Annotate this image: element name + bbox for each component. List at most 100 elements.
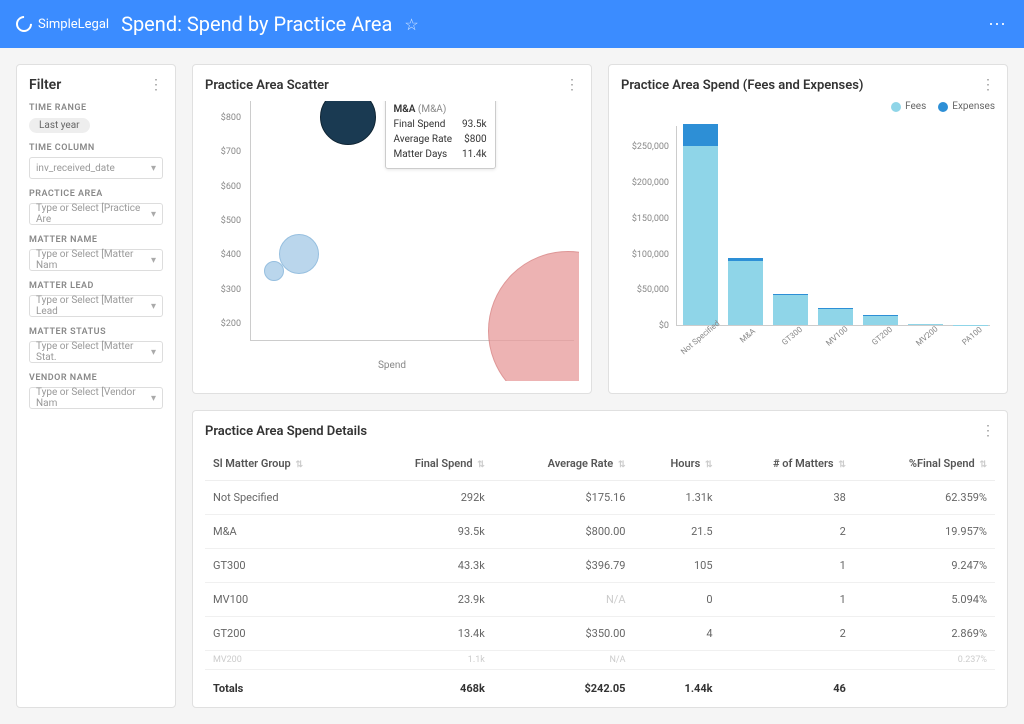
filter-menu-icon[interactable]: ⋮ — [149, 77, 163, 93]
scatter-bubble[interactable] — [264, 261, 284, 281]
totals-cell: 468k — [364, 670, 493, 708]
bar-column[interactable]: GT200 — [861, 126, 900, 325]
bar-x-label: GT300 — [780, 325, 804, 347]
scatter-bubble[interactable] — [320, 101, 376, 145]
brand-logo[interactable]: SimpleLegal — [16, 16, 109, 32]
barchart-area[interactable]: $0$50,000$100,000$150,000$200,000$250,00… — [621, 116, 995, 366]
time-column-select[interactable]: inv_received_date — [29, 157, 163, 179]
scatter-menu-icon[interactable]: ⋮ — [565, 77, 579, 93]
bar-column[interactable]: MV200 — [906, 126, 945, 325]
scatter-ytick: $700 — [221, 147, 241, 157]
table-col-header[interactable]: Sl Matter Group ⇅ — [205, 447, 364, 481]
sort-icon[interactable]: ⇅ — [295, 460, 303, 470]
legend-item[interactable]: Expenses — [938, 101, 995, 112]
app-header: SimpleLegal Spend: Spend by Practice Are… — [0, 0, 1024, 48]
bar-column[interactable]: M&A — [726, 126, 765, 325]
legend-item[interactable]: Fees — [891, 101, 926, 112]
barchart-plot-area: Not SpecifiedM&AGT300MV100GT200MV200PA10… — [676, 126, 990, 326]
scatter-card: Practice Area Scatter ⋮ Average Rate $20… — [192, 64, 592, 394]
sort-icon[interactable]: ⇅ — [618, 460, 626, 470]
table-header: Practice Area Spend Details ⋮ — [205, 423, 995, 439]
totals-cell: 1.44k — [634, 670, 721, 708]
barchart-y-axis: $0$50,000$100,000$150,000$200,000$250,00… — [621, 126, 673, 326]
table-col-header[interactable]: Hours ⇅ — [634, 447, 721, 481]
table-row[interactable]: GT20013.4k$350.00422.869% — [205, 617, 995, 651]
table-cell: 2 — [721, 515, 854, 549]
table-cell: $800.00 — [493, 515, 634, 549]
table-cell: Not Specified — [205, 481, 364, 515]
bar-column[interactable]: MV100 — [816, 126, 855, 325]
totals-cell: Totals — [205, 670, 364, 708]
filter-header: Filter ⋮ — [29, 77, 163, 93]
time-range-label: TIME RANGE — [29, 103, 163, 113]
table-row[interactable]: M&A93.5k$800.0021.5219.957% — [205, 515, 995, 549]
bar-column[interactable]: GT300 — [771, 126, 810, 325]
table-cell: 5.094% — [854, 583, 995, 617]
scatter-tooltip: M&A (M&A)Final Spend93.5kAverage Rate$80… — [385, 101, 496, 169]
bar-segment-fees — [863, 316, 898, 325]
barchart-card: Practice Area Spend (Fees and Expenses) … — [608, 64, 1008, 394]
bar-ytick: $200,000 — [632, 178, 669, 188]
barchart-menu-icon[interactable]: ⋮ — [981, 77, 995, 93]
legend-swatch-icon — [938, 102, 948, 112]
filter-panel: Filter ⋮ TIME RANGE Last year TIME COLUM… — [16, 64, 176, 708]
sort-icon[interactable]: ⇅ — [705, 460, 713, 470]
bar-ytick: $0 — [659, 321, 669, 331]
table-body: Not Specified292k$175.161.31k3862.359%M&… — [205, 481, 995, 670]
filter-select-2[interactable]: Type or Select [Matter Lead — [29, 295, 163, 317]
table-row[interactable]: GT30043.3k$396.7910519.247% — [205, 549, 995, 583]
scatter-chart[interactable]: Average Rate $200$300$400$500$600$700$80… — [205, 101, 579, 381]
table-cell: 62.359% — [854, 481, 995, 515]
bar-segment-fees — [683, 146, 718, 325]
bar-segment-fees — [818, 309, 853, 325]
filter-select-1[interactable]: Type or Select [Matter Nam — [29, 249, 163, 271]
filter-label-4: VENDOR NAME — [29, 373, 163, 383]
totals-cell — [854, 670, 995, 708]
scatter-ytick: $300 — [221, 285, 241, 295]
header-menu-icon[interactable]: ⋯ — [988, 14, 1008, 35]
favorite-star-icon[interactable]: ☆ — [404, 15, 418, 34]
table-cell: 13.4k — [364, 617, 493, 651]
filter-select-4[interactable]: Type or Select [Vendor Nam — [29, 387, 163, 409]
table-cell: M&A — [205, 515, 364, 549]
filter-select-0[interactable]: Type or Select [Practice Are — [29, 203, 163, 225]
table-head-row: Sl Matter Group ⇅Final Spend ⇅Average Ra… — [205, 447, 995, 481]
sort-icon[interactable]: ⇅ — [979, 460, 987, 470]
scatter-bubble[interactable] — [279, 234, 319, 274]
table-row[interactable]: Not Specified292k$175.161.31k3862.359% — [205, 481, 995, 515]
sort-icon[interactable]: ⇅ — [477, 460, 485, 470]
table-row[interactable]: MV10023.9kN/A015.094% — [205, 583, 995, 617]
table-col-header[interactable]: Final Spend ⇅ — [364, 447, 493, 481]
table-cell: 2.869% — [854, 617, 995, 651]
bar-column[interactable]: PA100 — [951, 126, 990, 325]
scatter-title: Practice Area Scatter — [205, 78, 329, 93]
bar-ytick: $100,000 — [632, 250, 669, 260]
filter-label-3: MATTER STATUS — [29, 327, 163, 337]
table-menu-icon[interactable]: ⋮ — [981, 423, 995, 439]
table-totals-row: Totals468k$242.051.44k46 — [205, 670, 995, 708]
table-cell: 2 — [721, 617, 854, 651]
table-cell: N/A — [493, 583, 634, 617]
table-cell: 292k — [364, 481, 493, 515]
sort-icon[interactable]: ⇅ — [838, 460, 846, 470]
bar-x-label: MV100 — [824, 324, 849, 347]
bar-ytick: $150,000 — [632, 214, 669, 224]
table-col-header[interactable]: # of Matters ⇅ — [721, 447, 854, 481]
table-col-header[interactable]: %Final Spend ⇅ — [854, 447, 995, 481]
scatter-ytick: $600 — [221, 182, 241, 192]
bar-column[interactable]: Not Specified — [681, 126, 720, 325]
table-col-header[interactable]: Average Rate ⇅ — [493, 447, 634, 481]
filter-select-3[interactable]: Type or Select [Matter Stat. — [29, 341, 163, 363]
time-range-pill[interactable]: Last year — [29, 118, 90, 133]
totals-cell: $242.05 — [493, 670, 634, 708]
table-cell: 93.5k — [364, 515, 493, 549]
filter-label-0: PRACTICE AREA — [29, 189, 163, 199]
bar-segment-fees — [908, 324, 943, 325]
scatter-ytick: $200 — [221, 319, 241, 329]
table-cell: 4 — [634, 617, 721, 651]
details-table: Sl Matter Group ⇅Final Spend ⇅Average Ra… — [205, 447, 995, 707]
barchart-legend: Fees Expenses — [621, 101, 995, 112]
time-column-label: TIME COLUMN — [29, 143, 163, 153]
barchart-header: Practice Area Spend (Fees and Expenses) … — [621, 77, 995, 93]
page-title: Spend: Spend by Practice Area — [121, 12, 392, 36]
